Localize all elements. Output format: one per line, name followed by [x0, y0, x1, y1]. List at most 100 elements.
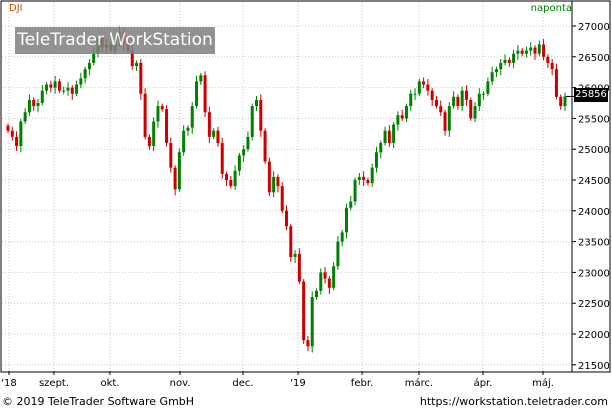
- candle-body: [156, 106, 160, 122]
- candle-body: [327, 278, 331, 288]
- x-tick-label: szept.: [39, 378, 69, 389]
- candle-body: [314, 290, 318, 298]
- y-tick-label: 27000: [578, 22, 610, 33]
- candle-body: [207, 112, 211, 137]
- candle-body: [66, 87, 70, 91]
- candle-body: [430, 90, 434, 100]
- candle-body: [464, 90, 468, 100]
- candle-body: [220, 143, 224, 174]
- candle-body: [280, 186, 284, 211]
- candle-body: [332, 266, 336, 288]
- candle-body: [362, 176, 366, 180]
- candle-body: [306, 340, 310, 347]
- candle-body: [323, 272, 327, 279]
- x-tick-label: '18: [1, 378, 16, 389]
- candle-body: [53, 81, 57, 88]
- candle-body: [177, 152, 181, 190]
- candle-body: [173, 167, 177, 190]
- y-tick-label: 25000: [578, 145, 610, 156]
- candle-body: [559, 96, 563, 107]
- y-tick-label: 23000: [578, 268, 610, 279]
- candle-body: [426, 84, 430, 91]
- candle-body: [285, 210, 288, 227]
- candle-body: [404, 106, 408, 119]
- candle-body: [212, 130, 216, 137]
- candle-body: [366, 180, 370, 184]
- candle-body: [524, 50, 528, 54]
- candle-body: [520, 50, 524, 54]
- candle-body: [473, 106, 477, 119]
- candle-body: [310, 297, 314, 347]
- candle-body: [237, 155, 241, 171]
- candle-body: [147, 136, 151, 147]
- candle-body: [486, 81, 490, 94]
- candle-body: [417, 81, 421, 94]
- candle-body: [199, 75, 203, 82]
- candle-body: [507, 59, 511, 63]
- last-price-badge: 25856: [574, 88, 608, 102]
- candle-body: [276, 176, 280, 187]
- candle-body: [452, 96, 456, 107]
- candle-body: [233, 170, 237, 187]
- site-url[interactable]: https://workstation.teletrader.com: [419, 395, 608, 408]
- watermark: TeleTrader WorkStation: [15, 27, 215, 54]
- candle-body: [383, 130, 387, 144]
- candle-body: [203, 75, 207, 113]
- candle-body: [246, 136, 250, 150]
- plot-background: [0, 0, 573, 373]
- candle-body: [293, 253, 297, 257]
- candle-body: [135, 62, 139, 67]
- candle-body: [379, 143, 383, 153]
- candle-body: [357, 176, 361, 180]
- period-label[interactable]: naponta: [530, 3, 572, 14]
- candle-body: [516, 50, 520, 54]
- candle-body: [79, 78, 83, 85]
- candle-body: [503, 59, 507, 63]
- candle-body: [255, 99, 259, 107]
- candle-body: [27, 99, 31, 113]
- candle-body: [409, 93, 413, 107]
- candle-body: [554, 69, 558, 97]
- candle-body: [182, 130, 186, 153]
- candle-body: [272, 176, 276, 193]
- candle-body: [242, 149, 246, 156]
- candle-body: [460, 90, 464, 107]
- x-axis: '18 szept. okt. nov. dec. '19 febr. márc. ápr. má…: [1, 371, 554, 389]
- candle-body: [225, 173, 229, 180]
- candle-body: [62, 90, 66, 92]
- candle-body: [57, 81, 61, 91]
- candle-body: [387, 130, 391, 144]
- candle-body: [130, 50, 134, 67]
- candle-body: [49, 84, 53, 88]
- candle-body: [70, 87, 74, 94]
- candle-body: [6, 125, 10, 131]
- y-tick-label: 22000: [578, 330, 610, 341]
- candle-body: [349, 201, 353, 208]
- candle-body: [169, 143, 173, 168]
- candle-body: [263, 130, 267, 162]
- candle-body: [374, 152, 378, 168]
- candle-body: [434, 99, 438, 107]
- copyright: © 2019 TeleTrader Software GmbH: [2, 395, 195, 408]
- candle-body: [499, 62, 503, 70]
- candle-body: [482, 93, 486, 95]
- candle-body: [160, 106, 164, 110]
- candle-body: [469, 99, 473, 119]
- y-tick-label: 22500: [578, 299, 610, 310]
- x-tick-label: nov.: [170, 378, 191, 389]
- candle-body: [533, 47, 537, 54]
- y-tick-label: 24500: [578, 176, 610, 187]
- candle-body: [40, 90, 44, 103]
- candle-body: [512, 53, 516, 63]
- x-tick-label: márc.: [405, 377, 433, 389]
- y-tick-label: 26500: [578, 53, 610, 64]
- candle-body: [32, 99, 36, 107]
- candle-body: [15, 136, 19, 147]
- candle-body: [186, 127, 190, 131]
- y-tick-label: 24000: [578, 207, 610, 218]
- candle-body: [87, 62, 91, 70]
- candle-body: [542, 44, 546, 57]
- candle-body: [529, 47, 533, 51]
- x-tick-label: máj.: [532, 377, 554, 389]
- candle-body: [152, 121, 156, 147]
